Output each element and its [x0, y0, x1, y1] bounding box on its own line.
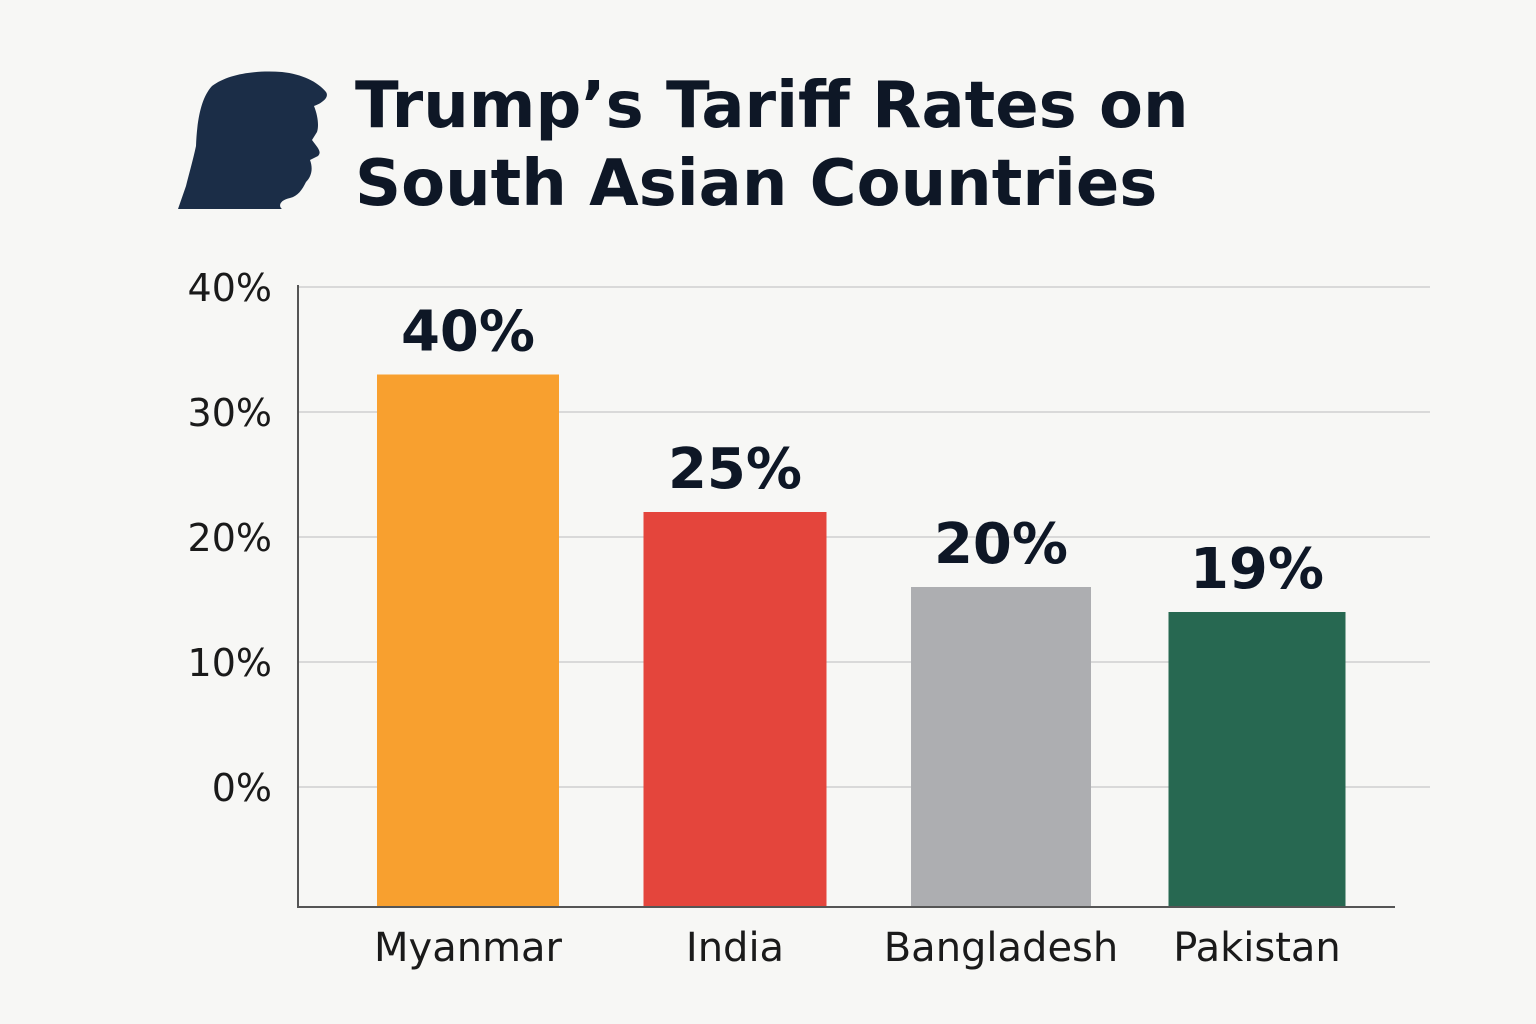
bar-myanmar — [377, 374, 559, 907]
silhouette-head-icon — [178, 71, 327, 209]
x-tick-label-pakistan: Pakistan — [1173, 925, 1341, 971]
data-label-myanmar: 40% — [401, 300, 535, 365]
x-axis-ticks: Myanmar India Bangladesh Pakistan — [374, 925, 1341, 971]
chart-title-line-1: Trump’s Tariff Rates on — [355, 69, 1189, 143]
y-tick-label: 30% — [188, 391, 272, 435]
data-label-bangladesh: 20% — [934, 512, 1068, 577]
x-tick-label-myanmar: Myanmar — [374, 925, 563, 971]
y-tick-label: 10% — [188, 641, 272, 685]
chart-title-line-2: South Asian Countries — [355, 147, 1157, 221]
data-label-pakistan: 19% — [1190, 537, 1324, 602]
y-tick-label: 40% — [188, 266, 272, 310]
y-tick-label: 0% — [212, 766, 272, 810]
bar-bangladesh — [911, 587, 1091, 907]
x-tick-label-india: India — [686, 925, 784, 971]
x-tick-label-bangladesh: Bangladesh — [884, 925, 1119, 971]
y-tick-label: 20% — [188, 516, 272, 560]
axes — [297, 285, 1395, 908]
data-labels: 40% 25% 20% 19% — [401, 300, 1324, 603]
bars — [377, 374, 1346, 907]
bar-india — [643, 512, 827, 907]
bar-pakistan — [1168, 612, 1346, 907]
data-label-india: 25% — [668, 437, 802, 502]
y-axis-ticks: 40% 30% 20% 10% 0% — [188, 266, 272, 810]
